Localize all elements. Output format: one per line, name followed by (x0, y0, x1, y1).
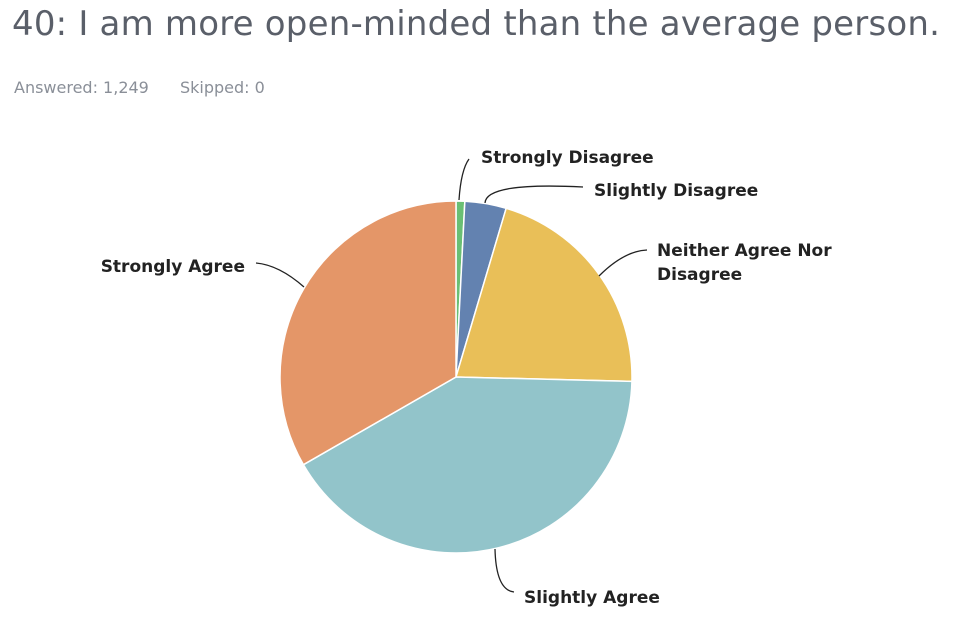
leader-line-strongly-disagree (458, 158, 470, 201)
slice-label-strongly-disagree: Strongly Disagree (481, 148, 654, 168)
pie-slice-strongly-agree[interactable] (279, 200, 457, 466)
slice-label-slightly-disagree: Slightly Disagree (594, 181, 758, 201)
answered-count: Answered: 1,249 (14, 78, 149, 97)
skipped-count: Skipped: 0 (179, 78, 265, 97)
slice-label-neither-agree-nor-disagree: Neither Agree Nor Disagree (657, 241, 832, 285)
pie-slice-neither-agree-nor-disagree[interactable] (455, 207, 633, 383)
slice-label-strongly-agree: Strongly Agree (101, 257, 245, 277)
leader-line-slightly-disagree (484, 185, 584, 204)
pie-slices (279, 200, 633, 554)
response-stats: Answered: 1,249 Skipped: 0 (14, 78, 265, 97)
pie-labels: Strongly Disagree Slightly Disagree Neithe… (101, 148, 833, 608)
question-title: 40: I am more open-minded than the avera… (12, 4, 941, 44)
leader-line-strongly-agree (255, 262, 305, 288)
pie-slice-slightly-agree[interactable] (302, 376, 633, 554)
slice-label-slightly-agree: Slightly Agree (524, 588, 660, 608)
leader-line-neither-agree-nor-disagree (598, 249, 648, 277)
leader-line-slightly-agree (494, 548, 515, 593)
